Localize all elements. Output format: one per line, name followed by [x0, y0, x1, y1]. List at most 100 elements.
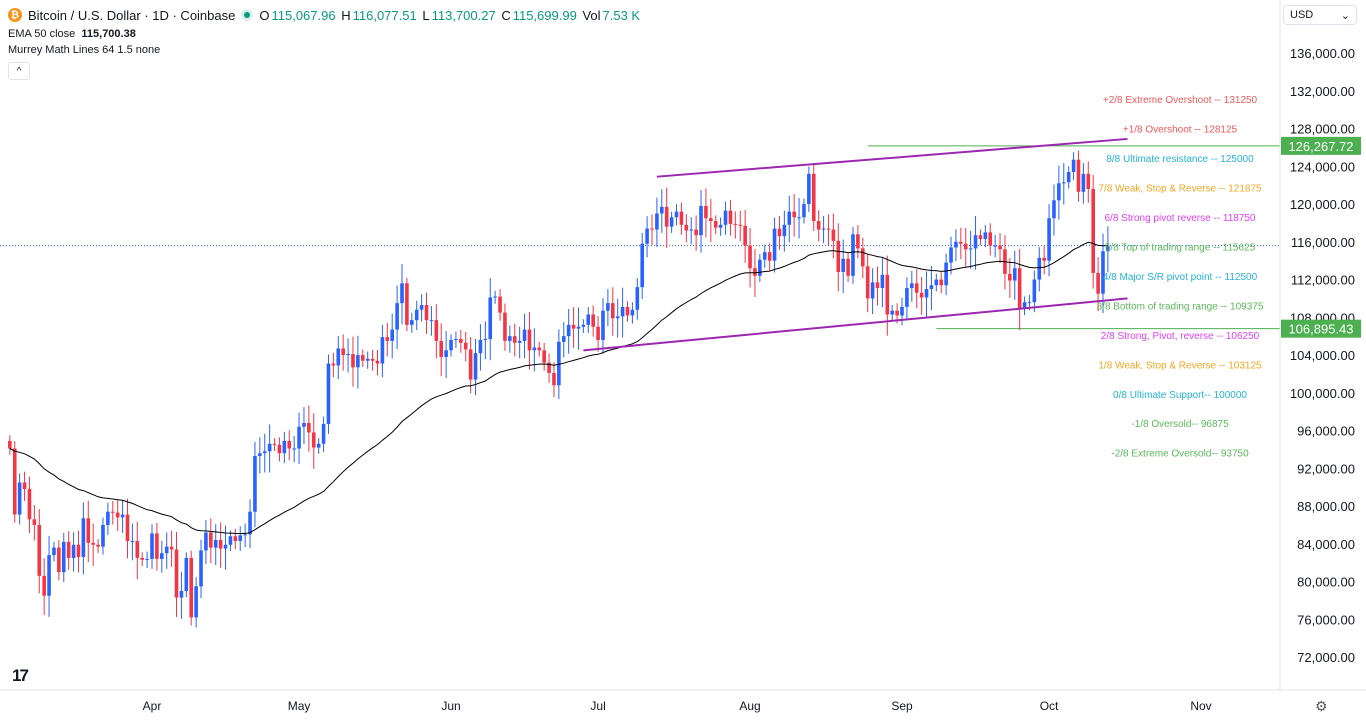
candle-body	[669, 217, 674, 227]
candle-body	[645, 228, 649, 244]
low-value: 113,700.27	[431, 7, 496, 23]
candle-body	[86, 518, 91, 543]
y-tick-label: 80,000.00	[1297, 575, 1355, 590]
symbol-title[interactable]: Bitcoin / U.S. Dollar · 1D · Coinbase	[28, 7, 236, 23]
candle-body	[998, 245, 1002, 250]
candle-body	[532, 347, 537, 351]
candle-body	[47, 555, 51, 596]
candle-body	[488, 297, 493, 340]
candle-body	[145, 558, 149, 560]
candle-body	[135, 540, 140, 558]
y-tick-label: 104,000.00	[1290, 348, 1355, 363]
candle-body	[444, 350, 448, 357]
candle-body	[713, 221, 718, 228]
candle-body	[419, 305, 424, 310]
y-tick-label: 128,000.00	[1290, 122, 1355, 137]
candle-body	[155, 533, 159, 559]
candle-body	[875, 282, 880, 289]
candle-body	[542, 350, 546, 363]
gear-icon[interactable]: ⚙	[1315, 698, 1328, 714]
candle-body	[552, 372, 556, 386]
candle-body	[924, 288, 929, 298]
candle-body	[1101, 251, 1105, 294]
candle-body	[228, 536, 233, 545]
channel-upper-line	[656, 137, 1128, 178]
candle-body	[968, 248, 973, 250]
candle-body	[753, 268, 757, 276]
currency-select[interactable]: USD ⌄	[1283, 5, 1357, 25]
candle-body	[1061, 182, 1066, 184]
candle-body	[758, 259, 762, 276]
y-tick-label: 84,000.00	[1297, 537, 1355, 552]
candle-body	[179, 590, 184, 598]
candle-body	[1081, 173, 1086, 192]
candle-body	[782, 224, 787, 237]
candle-body	[414, 309, 419, 321]
candle-body	[375, 360, 380, 364]
candle-body	[439, 340, 444, 357]
ema-indicator[interactable]: EMA 50 close 115,700.38	[8, 28, 136, 40]
candle-body	[316, 443, 321, 448]
candle-body	[689, 229, 694, 231]
murrey-indicator[interactable]: Murrey Math Lines 64 1.5 none	[8, 44, 161, 56]
bitcoin-logo-icon: ₿	[8, 8, 22, 22]
candle-body	[890, 310, 895, 315]
candle-body	[503, 312, 507, 341]
candle-body	[164, 546, 169, 554]
high-value: 116,077.51	[352, 7, 417, 23]
candle-body	[32, 519, 37, 525]
candle-body	[473, 353, 478, 380]
candle-body	[66, 541, 71, 558]
murrey-level-label: 3/8 Bottom of trading range -- 109375	[1097, 301, 1264, 312]
candle-body	[1086, 173, 1091, 189]
x-tick-label: May	[288, 699, 311, 713]
candle-body	[919, 292, 924, 298]
candle-body	[694, 229, 698, 236]
ema-value: 115,700.38	[81, 28, 136, 40]
candle-body	[929, 285, 934, 289]
candle-body	[365, 358, 370, 361]
tradingview-logo[interactable]: 17	[12, 666, 29, 685]
y-tick-label: 120,000.00	[1290, 197, 1355, 212]
candle-body	[772, 228, 777, 261]
x-tick-label: Sep	[891, 699, 913, 713]
y-tick-label: 92,000.00	[1297, 461, 1355, 476]
x-tick-label: Oct	[1040, 699, 1059, 713]
price-level-badge	[1281, 136, 1361, 155]
chart-legend: ₿ Bitcoin / U.S. Dollar · 1D · Coinbase …	[8, 6, 642, 56]
candle-body	[856, 234, 860, 249]
channel-lower-line	[583, 297, 1128, 352]
candle-body	[1012, 268, 1017, 281]
x-tick-label: Aug	[739, 699, 760, 713]
candle-body	[1066, 171, 1071, 183]
market-status-icon	[241, 9, 254, 21]
candle-body	[307, 423, 311, 433]
candle-body	[816, 221, 821, 230]
candle-body	[380, 337, 385, 364]
murrey-level-label: 8/8 Ultimate resistance -- 125000	[1106, 154, 1254, 165]
candle-body	[895, 310, 899, 316]
candle-body	[625, 306, 630, 316]
candle-body	[253, 456, 257, 512]
candle-body	[311, 432, 316, 448]
candle-body	[356, 355, 360, 368]
chevron-up-icon: ^	[16, 65, 22, 77]
candle-body	[341, 348, 345, 356]
candle-body	[125, 514, 130, 541]
murrey-level-label: 1/8 Weak, Stop & Reverse -- 103125	[1098, 360, 1262, 371]
murrey-level-label: 4/8 Major S/R pivot point -- 112500	[1103, 272, 1258, 283]
candle-body	[1076, 159, 1081, 192]
candle-body	[385, 337, 390, 341]
candle-body	[885, 274, 890, 315]
candle-body	[493, 296, 497, 298]
candle-body	[728, 210, 733, 224]
candle-body	[71, 544, 76, 558]
candle-body	[1042, 257, 1046, 261]
candle-body	[218, 540, 223, 549]
collapse-legend-button[interactable]: ^	[8, 62, 30, 80]
candle-body	[846, 258, 850, 276]
candle-body	[581, 324, 586, 327]
y-tick-label: 76,000.00	[1297, 612, 1355, 627]
murrey-level-label: 2/8 Strong, Pivot, reverse -- 106250	[1101, 331, 1260, 342]
